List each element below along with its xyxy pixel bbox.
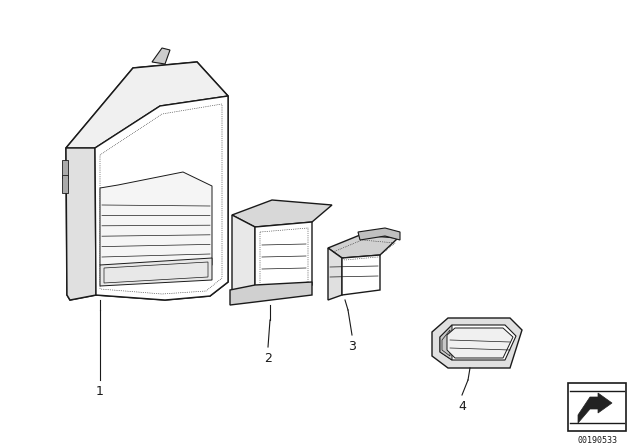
- Polygon shape: [440, 325, 452, 360]
- Text: 00190533: 00190533: [577, 436, 617, 445]
- Polygon shape: [66, 62, 228, 148]
- Polygon shape: [578, 393, 612, 423]
- Polygon shape: [358, 228, 400, 240]
- Text: 1: 1: [96, 385, 104, 398]
- Polygon shape: [447, 328, 513, 358]
- Bar: [568, 383, 626, 431]
- Text: 4: 4: [458, 400, 466, 413]
- Polygon shape: [255, 222, 312, 290]
- Polygon shape: [100, 258, 212, 286]
- Polygon shape: [62, 175, 68, 193]
- Polygon shape: [100, 172, 212, 278]
- Polygon shape: [66, 62, 228, 300]
- Polygon shape: [230, 282, 312, 305]
- Polygon shape: [328, 248, 342, 300]
- Polygon shape: [432, 318, 522, 368]
- Polygon shape: [440, 325, 516, 360]
- Polygon shape: [342, 255, 380, 295]
- Polygon shape: [66, 148, 96, 300]
- Polygon shape: [62, 160, 68, 178]
- Text: 3: 3: [348, 340, 356, 353]
- Polygon shape: [232, 215, 255, 295]
- Polygon shape: [232, 200, 332, 227]
- Polygon shape: [328, 235, 398, 258]
- Text: 2: 2: [264, 352, 272, 365]
- Polygon shape: [95, 96, 228, 300]
- Polygon shape: [152, 48, 170, 64]
